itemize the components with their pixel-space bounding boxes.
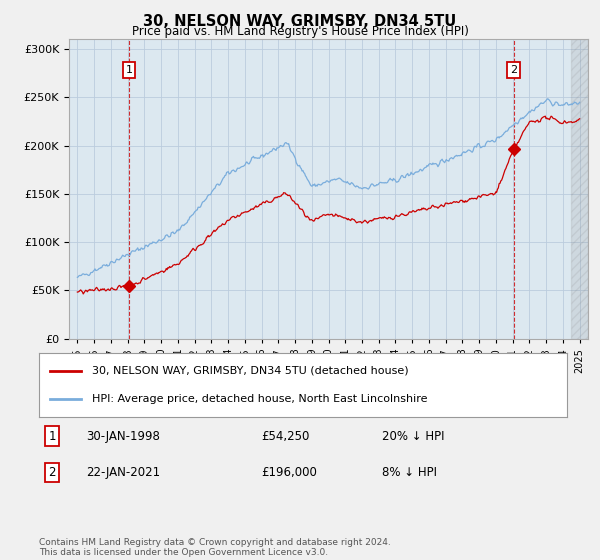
Text: HPI: Average price, detached house, North East Lincolnshire: HPI: Average price, detached house, Nort… — [92, 394, 427, 404]
Text: £54,250: £54,250 — [261, 430, 309, 442]
Text: 30, NELSON WAY, GRIMSBY, DN34 5TU (detached house): 30, NELSON WAY, GRIMSBY, DN34 5TU (detac… — [92, 366, 409, 376]
Text: 1: 1 — [49, 430, 56, 442]
Text: 30-JAN-1998: 30-JAN-1998 — [86, 430, 160, 442]
Text: 2: 2 — [49, 466, 56, 479]
Text: 1: 1 — [125, 65, 133, 75]
Bar — [571, 39, 588, 339]
Text: Price paid vs. HM Land Registry's House Price Index (HPI): Price paid vs. HM Land Registry's House … — [131, 25, 469, 38]
Text: £196,000: £196,000 — [261, 466, 317, 479]
Text: 8% ↓ HPI: 8% ↓ HPI — [382, 466, 437, 479]
Text: 22-JAN-2021: 22-JAN-2021 — [86, 466, 161, 479]
Text: 2: 2 — [510, 65, 517, 75]
Text: 20% ↓ HPI: 20% ↓ HPI — [382, 430, 445, 442]
Text: Contains HM Land Registry data © Crown copyright and database right 2024.
This d: Contains HM Land Registry data © Crown c… — [39, 538, 391, 557]
Text: 30, NELSON WAY, GRIMSBY, DN34 5TU: 30, NELSON WAY, GRIMSBY, DN34 5TU — [143, 14, 457, 29]
